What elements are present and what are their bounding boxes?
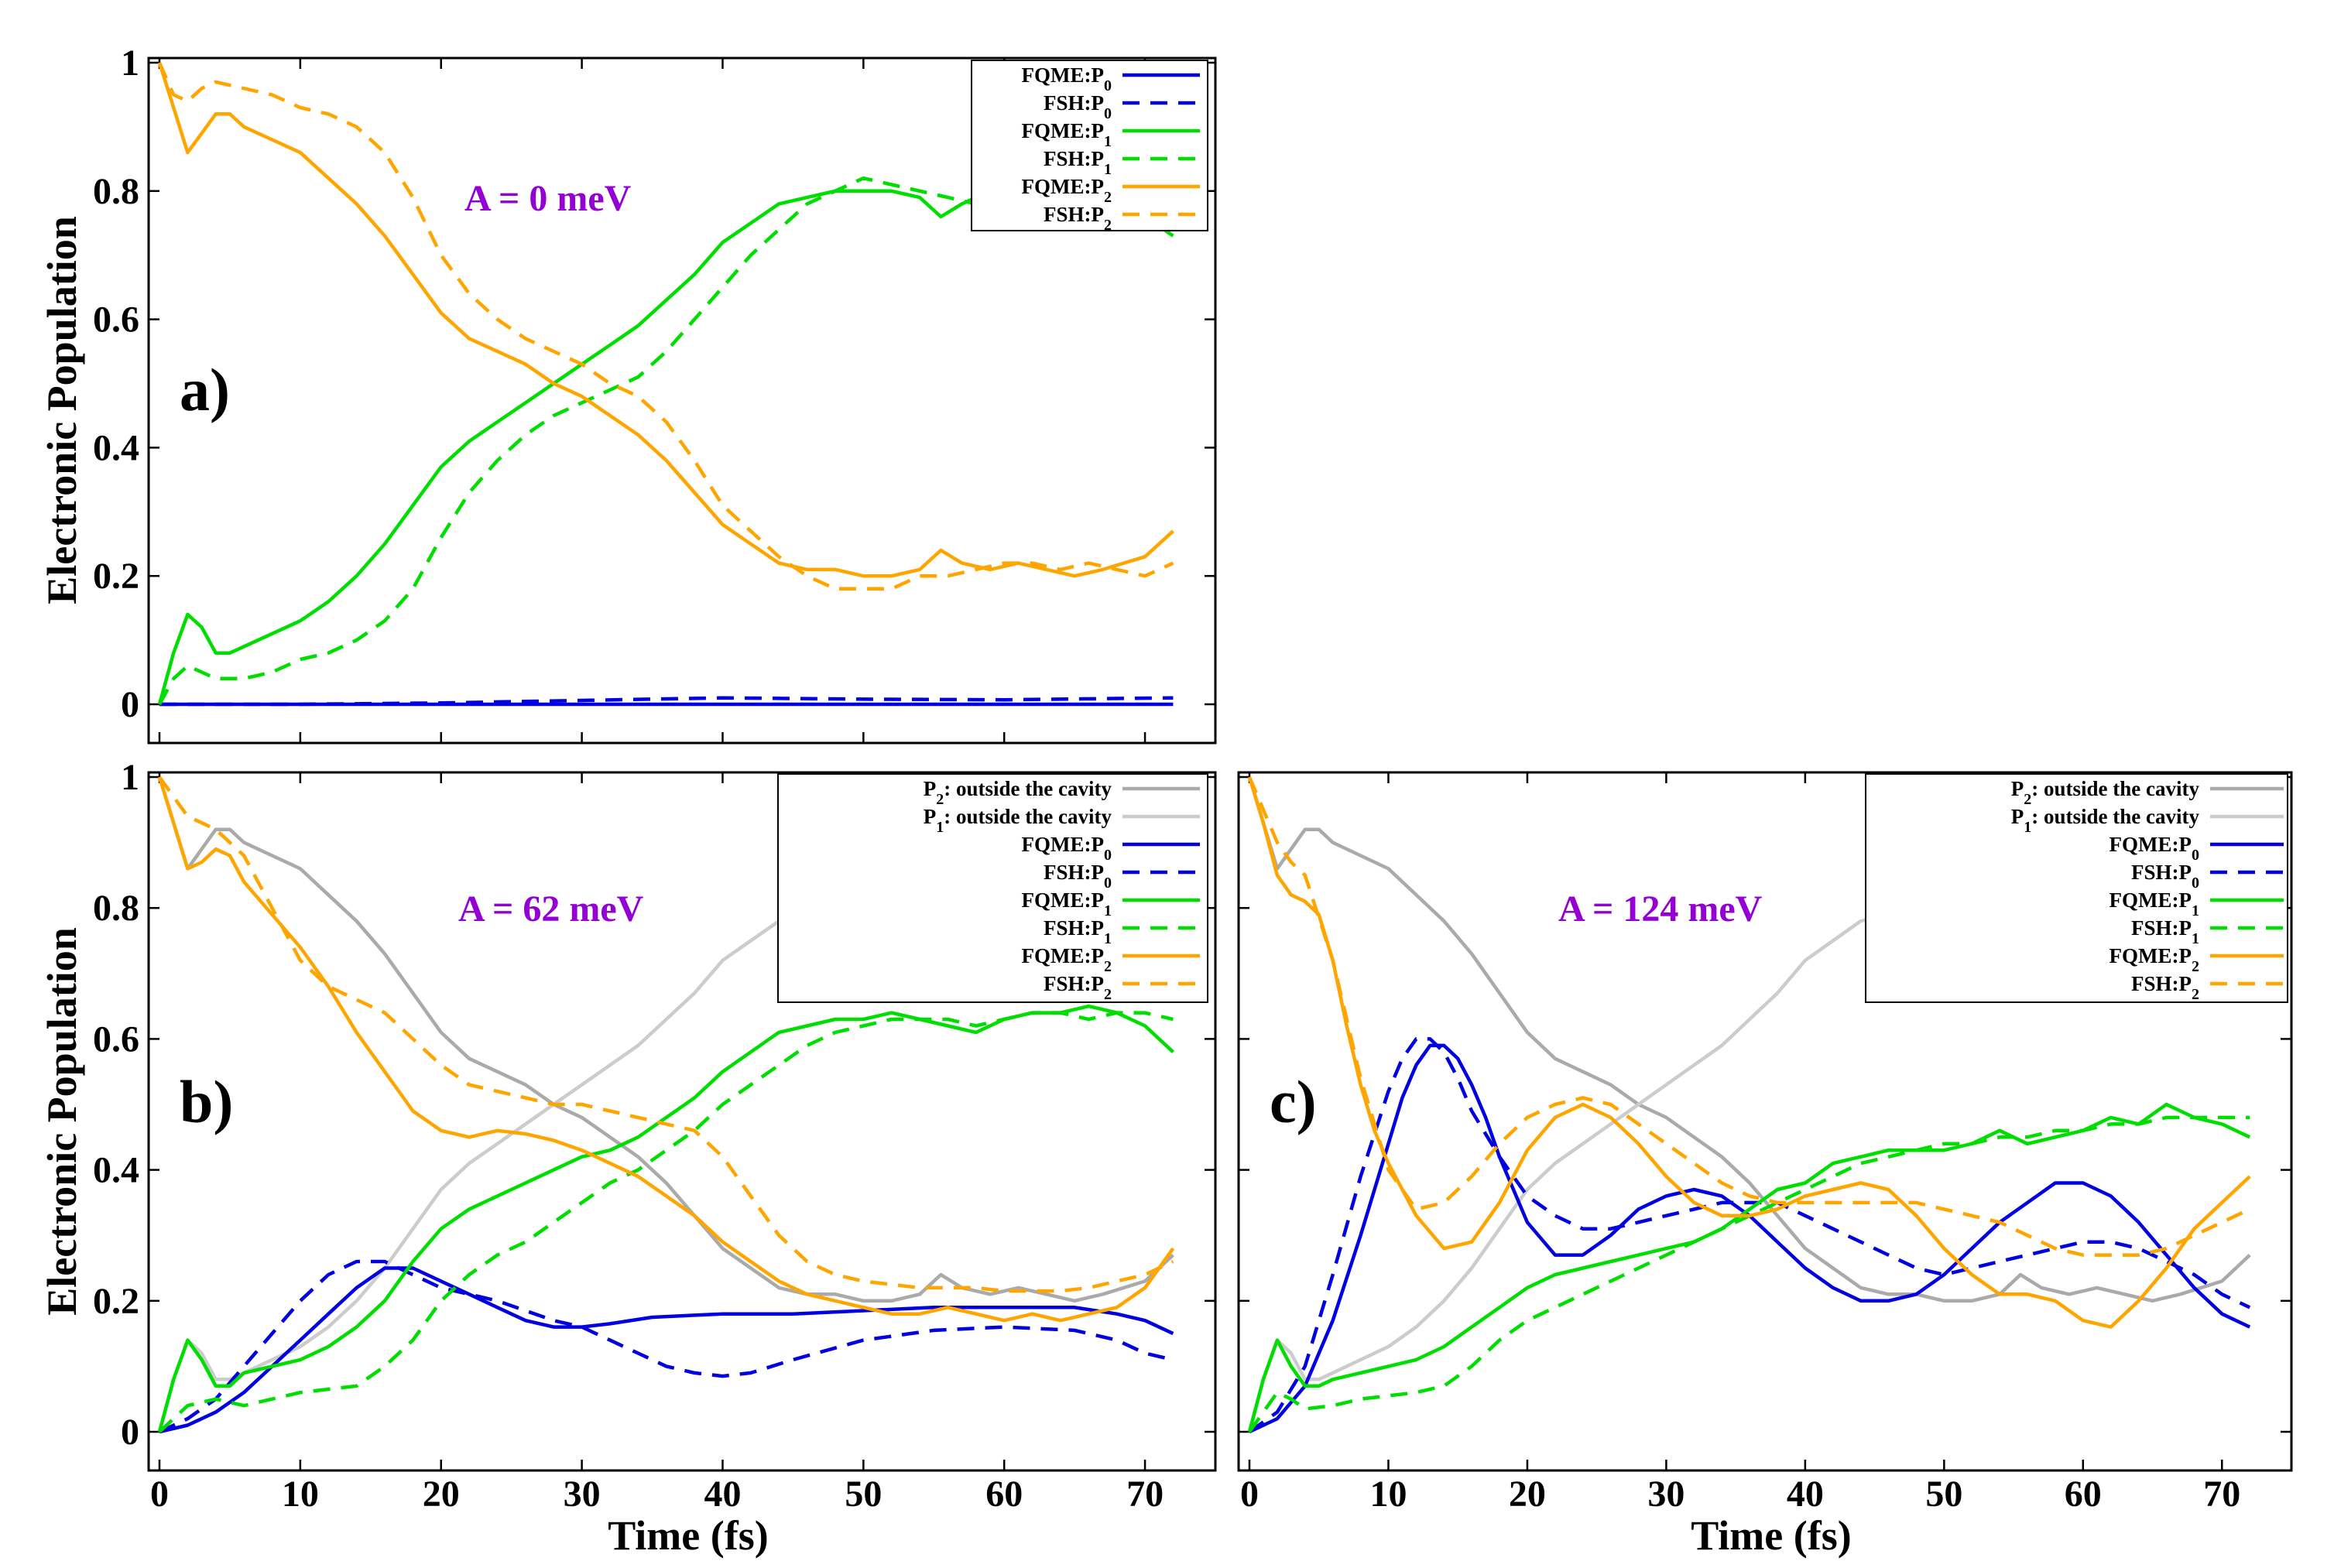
legend-box <box>1865 773 2288 1003</box>
legend-label-fsh_p0: FSH:P0 <box>2131 861 2199 892</box>
series-line-fqme_p1 <box>157 189 1174 705</box>
series-line-fsh_p0 <box>159 1259 1174 1434</box>
legend-label-fqme_p0: FQME:P0 <box>1022 63 1112 94</box>
legend-label-fqme_p1: FQME:P1 <box>2110 888 2199 919</box>
legend-label-p2_out: P2: outside the cavity <box>924 777 1112 808</box>
legend-label-fsh_p2: FSH:P2 <box>1044 203 1112 234</box>
plot-frame <box>147 771 1217 1472</box>
x-tick-label: 10 <box>282 1474 319 1515</box>
y-tick-label: 0.4 <box>93 427 139 468</box>
legend-label-fsh_p1: FSH:P1 <box>1044 916 1112 947</box>
x-tick-label: 40 <box>704 1474 741 1515</box>
condition-annotation: A = 124 meV <box>1558 888 1763 930</box>
y-tick-label: 1 <box>121 757 139 798</box>
series-line-fsh_p1 <box>158 176 1174 706</box>
x-tick-label: 30 <box>564 1474 601 1515</box>
y-tick-label: 0.6 <box>93 300 139 341</box>
legend-label-fsh_p1: FSH:P1 <box>1044 147 1112 178</box>
series-line-fsh_p1 <box>1248 1115 2250 1433</box>
panel-b: 00.20.40.60.810 10 20 30 40 50 60 70Electronic … <box>39 757 1217 1559</box>
y-tick-label: 1 <box>121 43 139 84</box>
legend-label-fqme_p2: FQME:P2 <box>1022 944 1112 975</box>
plot-frame <box>147 56 1217 745</box>
x-tick-label: 20 <box>423 1474 460 1515</box>
series-line-fsh_p0 <box>1248 1037 2251 1433</box>
y-tick-label: 0.8 <box>93 171 139 212</box>
y-tick-label: 0.8 <box>93 888 139 929</box>
x-axis-label: Time (fs) <box>608 1512 768 1559</box>
legend-label-fsh_p2: FSH:P2 <box>1044 972 1112 1003</box>
legend-label-fqme_p0: FQME:P0 <box>2110 833 2199 864</box>
x-tick-label: 50 <box>845 1474 882 1515</box>
legend-label-fqme_p2: FQME:P2 <box>2110 944 2199 975</box>
x-tick-label: 60 <box>985 1474 1023 1515</box>
series-line-fqme_p2 <box>157 62 1174 578</box>
panel-a: 0 0.2 0.4 0.6 0.8 1 Electronic Population A = 0… <box>39 43 1217 745</box>
panel-tag: a) <box>180 356 230 423</box>
legend-label-fqme_p2: FQME:P2 <box>1022 175 1112 206</box>
x-tick-label: 60 <box>2065 1474 2102 1515</box>
y-tick-label: 0.2 <box>93 556 139 597</box>
x-tick-label: 70 <box>2203 1474 2240 1515</box>
x-tick-label: 20 <box>1509 1474 1546 1515</box>
legend-label-fsh_p2: FSH:P2 <box>2131 972 2199 1003</box>
x-tick-label: 30 <box>1647 1474 1685 1515</box>
panel-c: 0 10 20 30 40 50 60 70 Time (fs) A = 124 meV c) P2:… <box>1237 771 2293 1559</box>
x-tick-label: 40 <box>1787 1474 1824 1515</box>
plot-frame <box>1237 771 2293 1472</box>
x-tick-label: 0 <box>1240 1474 1259 1515</box>
series-line-fqme_p1 <box>157 1004 1174 1433</box>
x-tick-label: 0 <box>150 1474 169 1515</box>
x-tick-label: 10 <box>1369 1474 1407 1515</box>
series-line-fqme_p2 <box>157 776 1175 1323</box>
panel-tag: b) <box>180 1068 233 1135</box>
series-line-fqme_p1 <box>1247 1102 2251 1433</box>
y-axis-label: Electronic Population <box>39 927 85 1316</box>
y-tick-label: 0.2 <box>93 1281 139 1322</box>
legend-label-fqme_p1: FQME:P1 <box>1022 119 1112 150</box>
y-tick-label: 0 <box>121 684 139 725</box>
series-line-fsh_p2 <box>1247 776 2251 1257</box>
legend-label-fsh_p0: FSH:P0 <box>1044 91 1112 122</box>
series-line-fqme_p0 <box>1249 1043 2251 1434</box>
series-line-p2_out <box>1247 776 2251 1303</box>
legend-label-p1_out: P1: outside the cavity <box>924 805 1112 836</box>
series-line-fsh_p1 <box>158 1011 1174 1433</box>
panel-tag: c) <box>1270 1068 1317 1135</box>
legend-label-p2_out: P2: outside the cavity <box>2011 777 2200 808</box>
legend-label-fqme_p1: FQME:P1 <box>1022 888 1112 919</box>
series-line-p2_out <box>157 776 1174 1303</box>
condition-annotation: A = 0 meV <box>464 178 632 219</box>
series-line-fsh_p2 <box>158 775 1174 1293</box>
y-tick-label: 0.6 <box>93 1019 139 1060</box>
legend-label-fsh_p1: FSH:P1 <box>2131 916 2199 947</box>
series-line-fsh_p0 <box>159 696 1174 707</box>
series-group <box>1247 776 2251 1434</box>
series-line-fsh_p2 <box>157 62 1174 591</box>
series-line-fqme_p0 <box>159 1266 1174 1434</box>
condition-annotation: A = 62 meV <box>458 888 644 930</box>
legend-label-p1_out: P1: outside the cavity <box>2011 805 2200 836</box>
legend-box <box>777 773 1208 1003</box>
y-axis-label: Electronic Population <box>39 216 85 604</box>
x-tick-label: 50 <box>1925 1474 1962 1515</box>
y-tick-label: 0 <box>121 1412 139 1453</box>
legend-label-fqme_p0: FQME:P0 <box>1022 833 1112 864</box>
legend-box <box>971 60 1208 231</box>
y-tick-label: 0.4 <box>93 1150 139 1191</box>
x-axis-label: Time (fs) <box>1691 1512 1851 1559</box>
x-tick-label: 70 <box>1126 1474 1164 1515</box>
legend-label-fsh_p0: FSH:P0 <box>1044 861 1112 892</box>
